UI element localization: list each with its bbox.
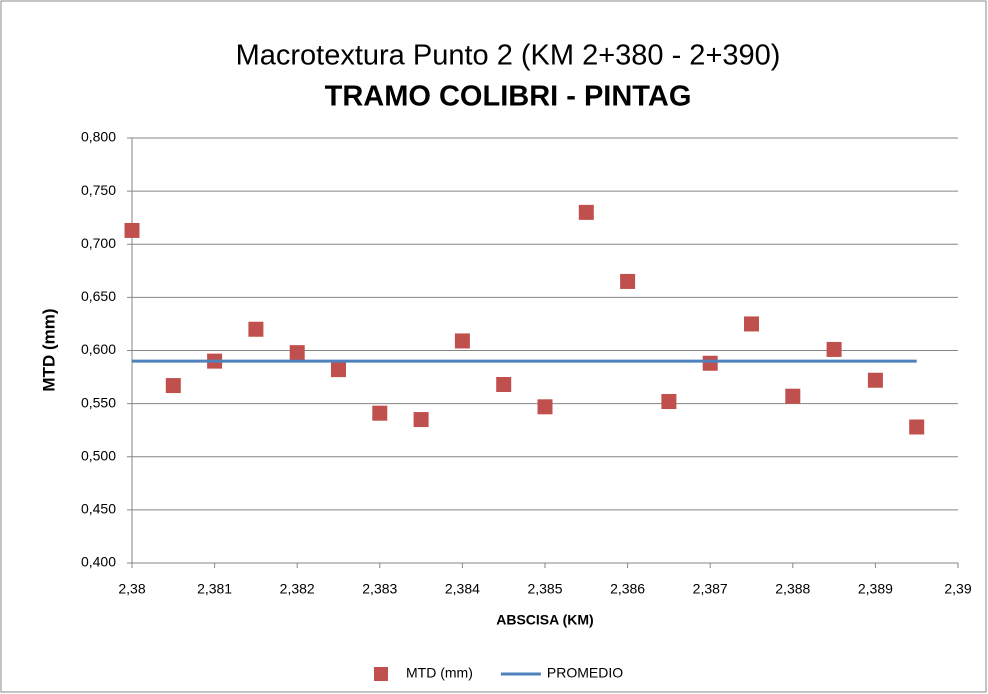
point xyxy=(867,372,883,388)
x-tick-label: 2,386 xyxy=(610,581,645,597)
point xyxy=(165,378,181,394)
point xyxy=(372,405,388,421)
x-axis-title: ABSCISA (KM) xyxy=(496,612,593,628)
point xyxy=(248,321,264,337)
point xyxy=(413,412,429,428)
legend-marker xyxy=(374,667,388,681)
y-tick-label: 0,600 xyxy=(81,341,116,357)
legend-label: MTD (mm) xyxy=(406,665,473,681)
chart-title: Macrotextura Punto 2 (KM 2+380 - 2+390) xyxy=(236,40,781,72)
point xyxy=(785,388,801,404)
point xyxy=(702,355,718,371)
y-tick-label: 0,750 xyxy=(81,182,116,198)
x-tick-label: 2,384 xyxy=(445,581,480,597)
y-tick-label: 0,550 xyxy=(81,394,116,410)
x-tick-label: 2,39 xyxy=(944,581,971,597)
y-tick-label: 0,500 xyxy=(81,447,116,463)
x-tick-label: 2,38 xyxy=(118,581,145,597)
point xyxy=(620,273,636,289)
point xyxy=(537,399,553,415)
y-tick-label: 0,700 xyxy=(81,235,116,251)
point xyxy=(331,362,346,378)
point xyxy=(909,419,925,435)
x-tick-label: 2,387 xyxy=(693,581,728,597)
point xyxy=(744,316,759,332)
chart-subtitle: TRAMO COLIBRI - PINTAG xyxy=(325,81,692,113)
point xyxy=(826,341,842,357)
x-tick-label: 2,388 xyxy=(775,581,810,597)
x-tick-label: 2,382 xyxy=(280,581,315,597)
point xyxy=(578,204,594,220)
x-tick-label: 2,389 xyxy=(858,581,893,597)
x-tick-label: 2,381 xyxy=(197,581,232,597)
y-tick-label: 0,800 xyxy=(81,129,116,145)
y-tick-label: 0,400 xyxy=(81,554,116,570)
legend-label: PROMEDIO xyxy=(547,665,623,681)
y-tick-label: 0,450 xyxy=(81,501,116,517)
point xyxy=(496,377,512,392)
x-tick-label: 2,383 xyxy=(362,581,397,597)
y-tick-label: 0,650 xyxy=(81,288,116,304)
point xyxy=(454,333,470,349)
x-tick-label: 2,385 xyxy=(527,581,562,597)
y-axis-title: MTD (mm) xyxy=(39,308,58,391)
point xyxy=(661,394,677,409)
point xyxy=(289,345,305,361)
point xyxy=(124,222,140,238)
